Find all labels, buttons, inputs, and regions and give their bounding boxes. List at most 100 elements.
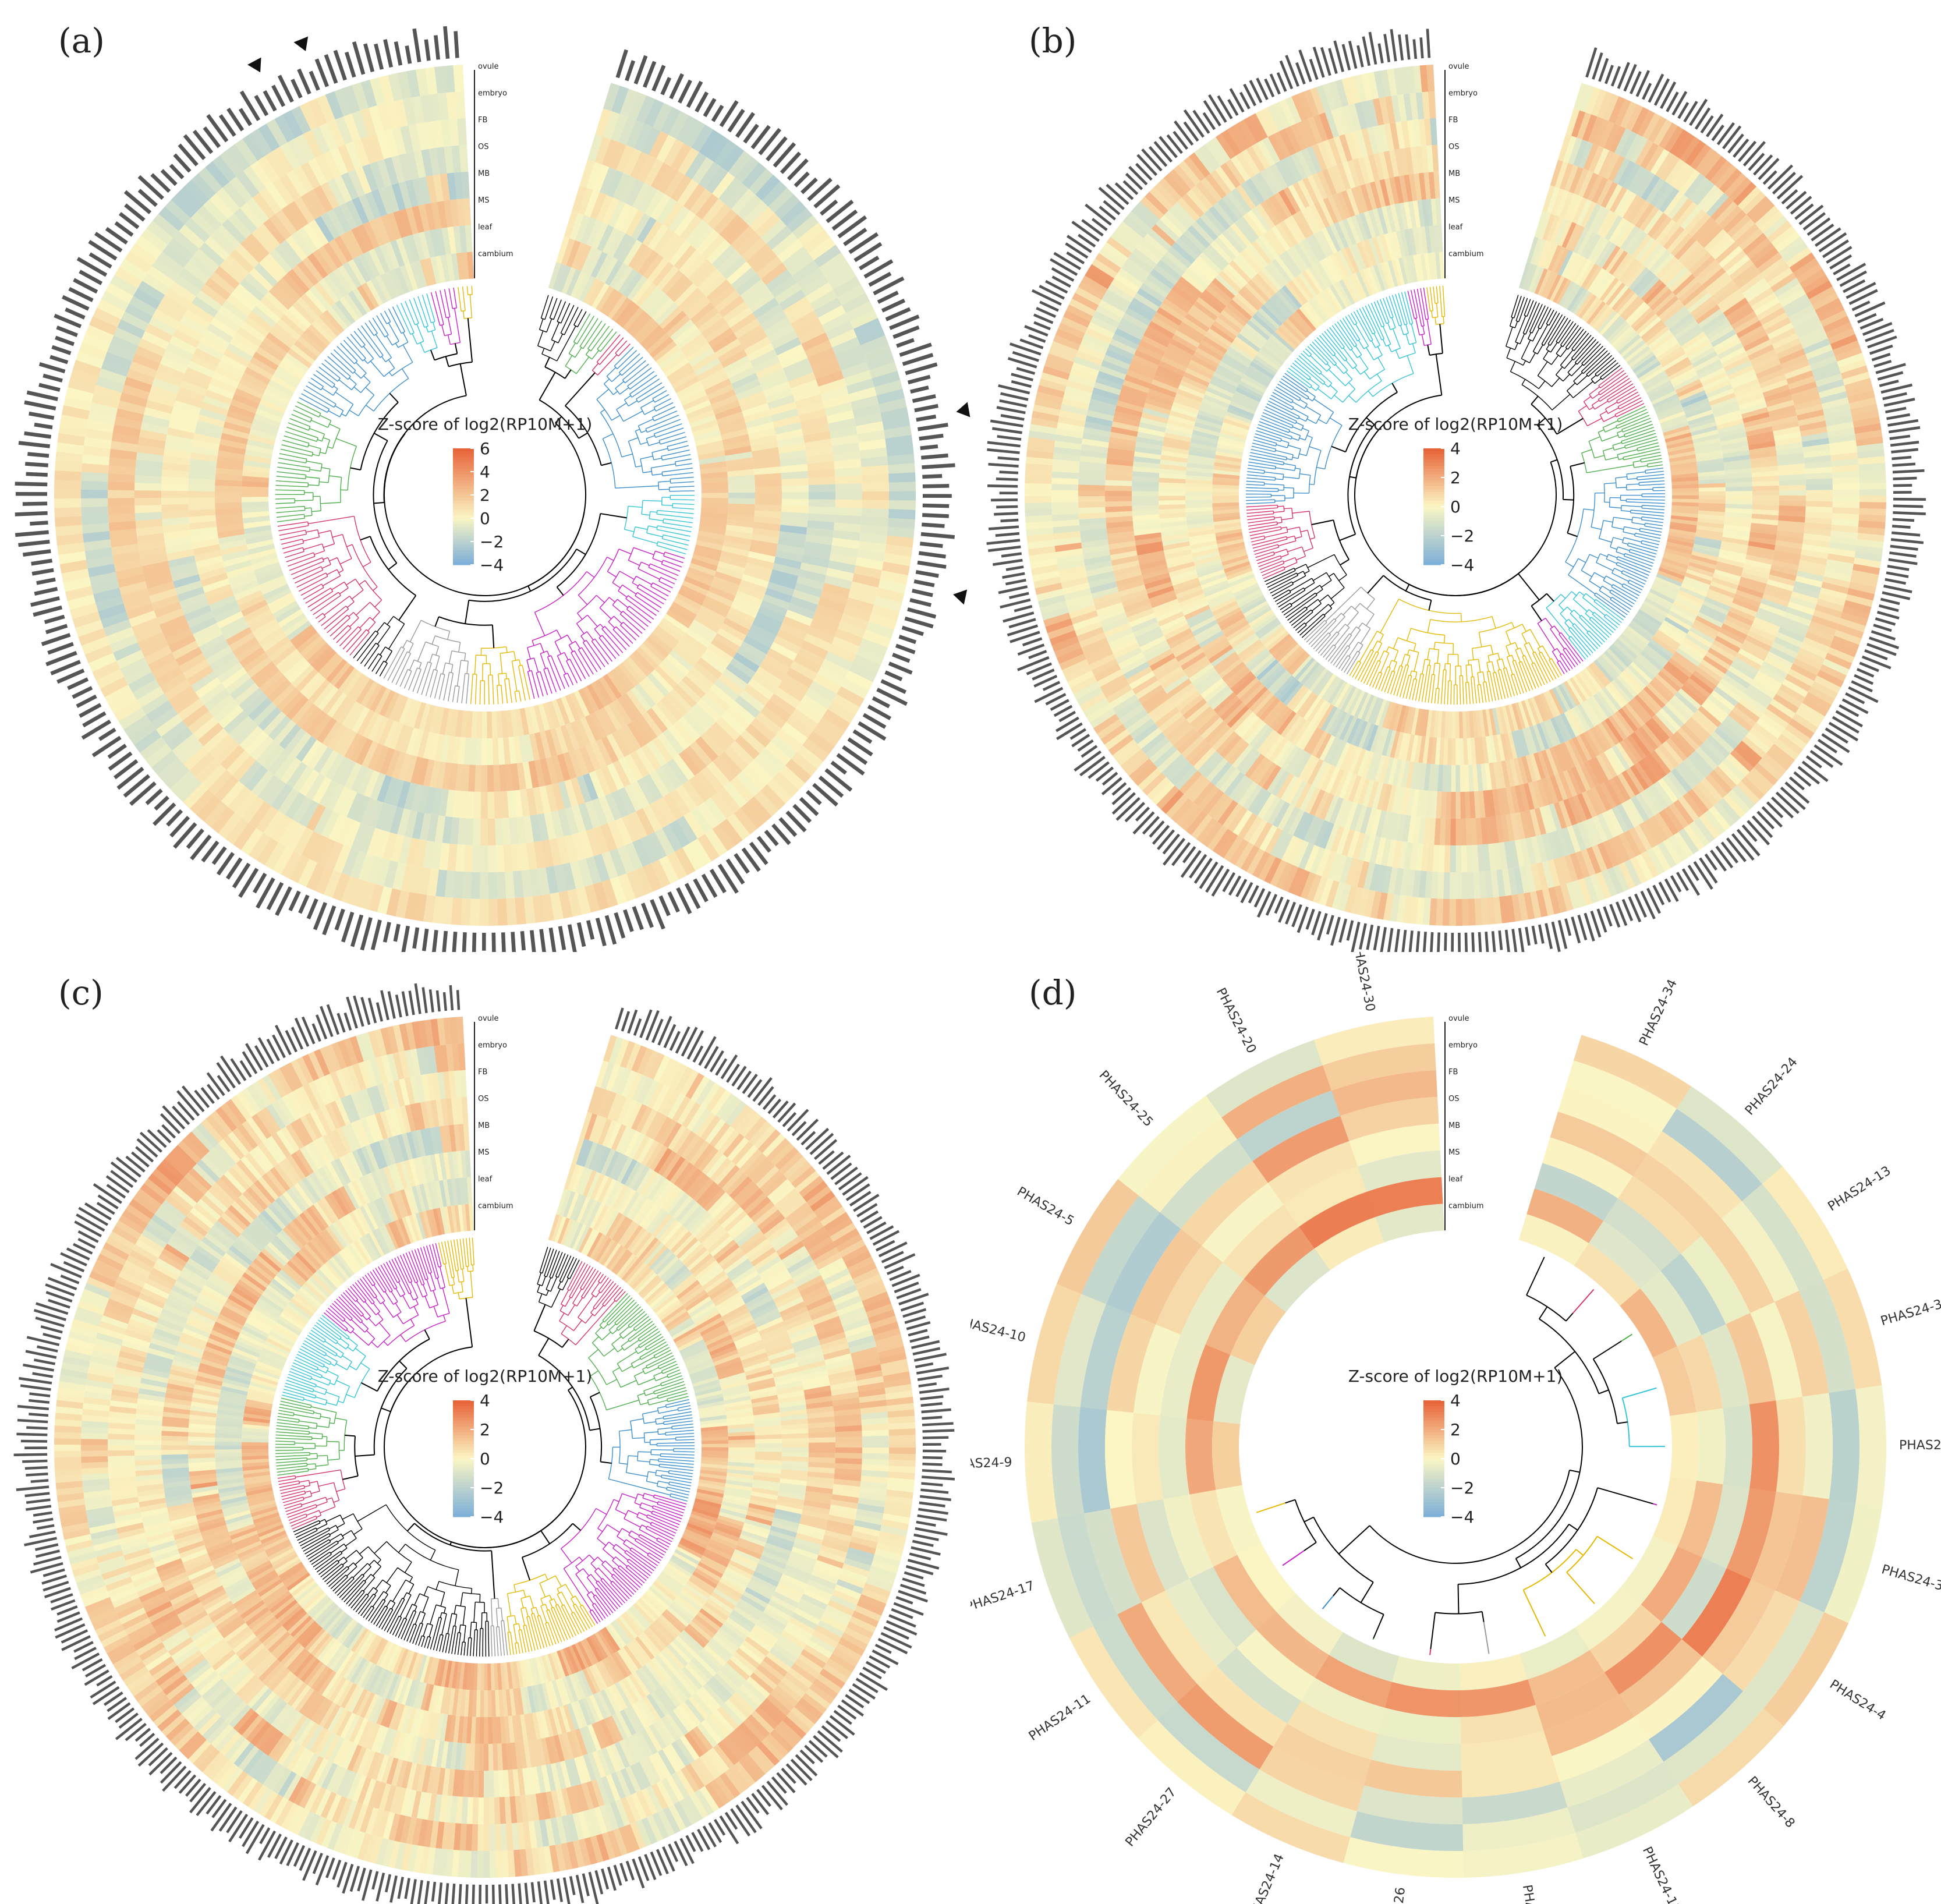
gene-label-glyph bbox=[352, 41, 366, 75]
heatmap-cell bbox=[519, 789, 530, 817]
heatmap-cell bbox=[374, 830, 390, 858]
heatmap-cell bbox=[1240, 845, 1260, 872]
heatmap-cell bbox=[93, 307, 122, 328]
heatmap-cell bbox=[191, 445, 219, 456]
heatmap-cell bbox=[737, 194, 762, 221]
tree-branch bbox=[370, 337, 384, 356]
heatmap-cell bbox=[862, 500, 889, 509]
heatmap-cell bbox=[522, 761, 533, 790]
heatmap-cell bbox=[792, 215, 819, 240]
tree-branch bbox=[353, 630, 376, 659]
heatmap-cell bbox=[1043, 612, 1071, 627]
tree-branch bbox=[308, 515, 355, 525]
heatmap-cell bbox=[313, 682, 335, 707]
heatmap-cell bbox=[781, 498, 809, 507]
heatmap-cell bbox=[221, 780, 245, 807]
heatmap-cell bbox=[639, 835, 659, 864]
tree-branch bbox=[323, 437, 330, 441]
heatmap-cell bbox=[1765, 317, 1791, 335]
heatmap-cell bbox=[680, 390, 707, 406]
heatmap-cell bbox=[1636, 172, 1656, 198]
tree-leaf-branch bbox=[337, 346, 348, 358]
heatmap-cell bbox=[1143, 233, 1168, 256]
heatmap-cell bbox=[805, 534, 833, 546]
gene-label-glyph bbox=[256, 877, 275, 909]
colorbar-swatch bbox=[453, 509, 474, 513]
tree-leaf-branch bbox=[541, 691, 544, 697]
heatmap-cell bbox=[1621, 770, 1640, 796]
heatmap-cell bbox=[228, 213, 252, 239]
heatmap-cell bbox=[63, 395, 92, 411]
heatmap-cell bbox=[1363, 862, 1376, 890]
heatmap-cell bbox=[1418, 119, 1427, 146]
heatmap-cell bbox=[287, 137, 309, 166]
heatmap-cell bbox=[175, 393, 203, 408]
heatmap-cell bbox=[214, 366, 242, 383]
tree-arc bbox=[332, 384, 335, 388]
heatmap-cell bbox=[674, 376, 700, 394]
gene-label-glyph bbox=[45, 650, 77, 667]
gene-label-glyph bbox=[889, 314, 920, 330]
heatmap-cell bbox=[844, 370, 872, 387]
tree-branch bbox=[306, 529, 318, 533]
tree-leaf-branch bbox=[681, 468, 693, 470]
heatmap-cell bbox=[812, 611, 841, 629]
heatmap-cell bbox=[770, 569, 799, 583]
tree-branch bbox=[615, 381, 625, 389]
heatmap-cell bbox=[534, 759, 546, 787]
heatmap-cell bbox=[699, 521, 727, 530]
heatmap-cell bbox=[1747, 630, 1774, 647]
heatmap-cell bbox=[297, 335, 321, 358]
heatmap-cell bbox=[736, 770, 761, 797]
tree-branch bbox=[314, 550, 325, 555]
heatmap-cell bbox=[511, 763, 520, 791]
heatmap-cell bbox=[1177, 731, 1201, 754]
heatmap-cell bbox=[1778, 510, 1806, 518]
colorbar-swatch bbox=[453, 498, 474, 501]
heatmap-cell bbox=[685, 220, 709, 246]
heatmap-cell bbox=[766, 778, 792, 804]
heatmap-cell bbox=[671, 143, 692, 171]
heatmap-cell bbox=[568, 750, 583, 778]
gene-label-glyph bbox=[363, 43, 375, 73]
heatmap-cell bbox=[1749, 626, 1776, 642]
tree-leaf-branch bbox=[315, 616, 318, 619]
heatmap-cell bbox=[355, 166, 372, 194]
heatmap-cell bbox=[123, 714, 151, 738]
colorbar-swatch bbox=[453, 457, 474, 461]
heatmap-cell bbox=[1723, 210, 1747, 233]
tree-branch bbox=[318, 383, 324, 387]
heatmap-cell bbox=[257, 706, 282, 731]
heatmap-cell bbox=[300, 161, 321, 189]
heatmap-cell bbox=[222, 427, 250, 440]
tree-branch bbox=[402, 317, 411, 335]
heatmap-cell bbox=[803, 548, 831, 561]
heatmap-cell bbox=[575, 886, 591, 915]
heatmap-cell bbox=[194, 550, 222, 562]
heatmap-cell bbox=[293, 165, 314, 193]
heatmap-cell bbox=[684, 399, 711, 415]
tree-arc bbox=[577, 594, 597, 614]
heatmap-cell bbox=[1609, 186, 1628, 213]
heatmap-cell bbox=[1154, 706, 1180, 728]
heatmap-cell bbox=[1471, 844, 1479, 872]
tree-branch bbox=[346, 373, 351, 377]
heatmap-cell bbox=[1238, 781, 1258, 807]
heatmap-cell bbox=[1121, 263, 1147, 284]
colorbar-swatch bbox=[453, 475, 474, 478]
heatmap-cell bbox=[307, 642, 330, 665]
tree-branch bbox=[302, 466, 310, 468]
heatmap-cell bbox=[1200, 177, 1223, 203]
heatmap-cell bbox=[218, 705, 244, 728]
heatmap-cell bbox=[263, 674, 288, 698]
tree-leaf-branch bbox=[417, 296, 426, 319]
heatmap-cell bbox=[1438, 845, 1445, 872]
tree-branch bbox=[636, 395, 642, 399]
heatmap-cell bbox=[760, 374, 788, 391]
heatmap-cell bbox=[1577, 112, 1592, 140]
heatmap-cell bbox=[540, 893, 554, 922]
heatmap-cell bbox=[710, 638, 737, 659]
heatmap-cell bbox=[1692, 181, 1715, 206]
gene-label-glyph bbox=[912, 589, 933, 597]
tree-leaf-branch bbox=[663, 398, 672, 404]
